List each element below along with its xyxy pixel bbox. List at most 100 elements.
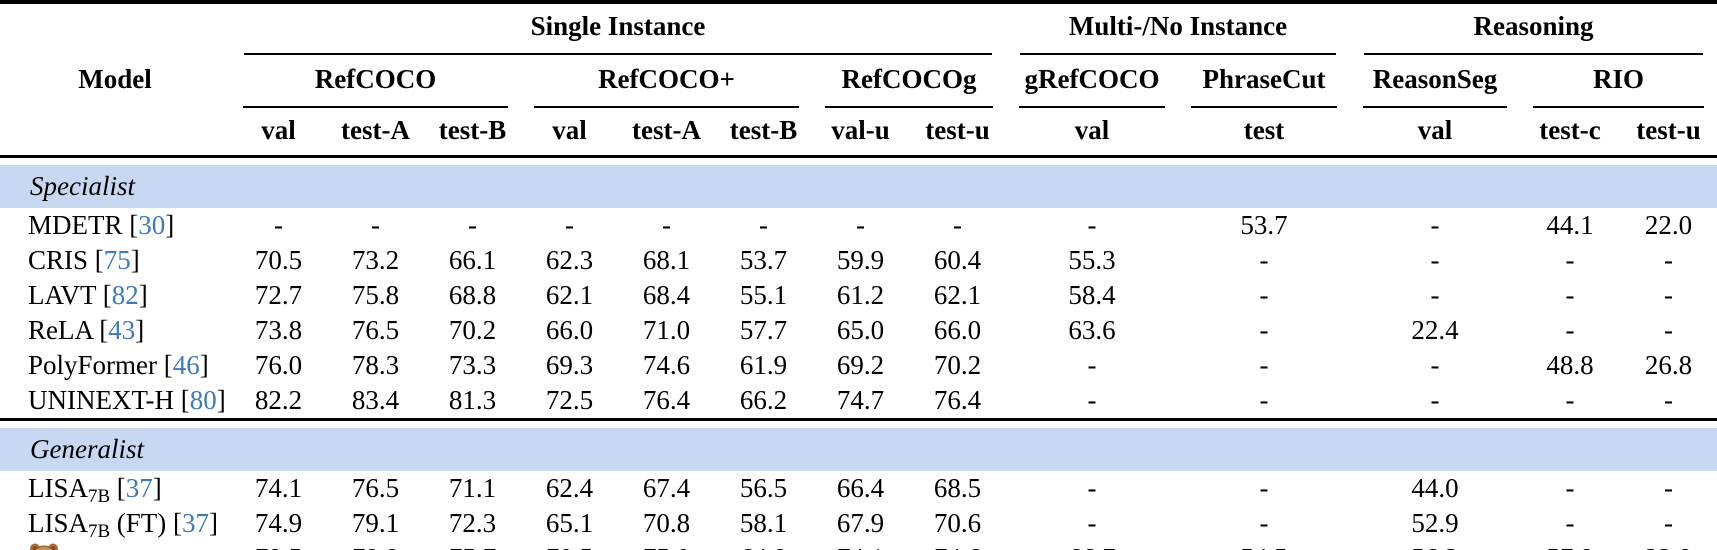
- score-cell: -: [1087, 350, 1097, 380]
- score-cell: 75.8: [351, 280, 400, 310]
- score-cell: 70.2: [933, 350, 982, 380]
- score-cell: 55.3: [1068, 245, 1116, 275]
- score-cell: -: [1520, 383, 1621, 421]
- table-row: PolyFormer [46] 76.0 78.3 73.3 69.3 74.6 61.9 6…: [0, 348, 1717, 383]
- score-cell: 82.2: [230, 383, 327, 421]
- score-cell: -: [1664, 280, 1674, 310]
- score-cell: 33.9: [1620, 541, 1717, 550]
- split-header: val-u: [812, 108, 909, 158]
- score-cell: 66.4: [836, 473, 885, 503]
- score-cell: -: [1620, 383, 1717, 421]
- group-header-single-instance: Single Instance: [230, 4, 1006, 55]
- model-name: MDETR: [28, 210, 123, 240]
- score-cell: 66.0: [545, 315, 594, 345]
- score-cell: -: [1565, 508, 1575, 538]
- citation-link[interactable]: 37: [125, 473, 153, 503]
- model-name: LISA: [28, 508, 88, 538]
- score-cell: 72.7: [254, 280, 303, 310]
- group-header-multi-no-instance: Multi-/No Instance: [1006, 4, 1350, 55]
- model-name: LAVT: [28, 280, 97, 310]
- model-name-cell: UNINEXT-H [80]: [0, 383, 230, 421]
- model-name-cell: PolyFormer [46]: [28, 350, 209, 380]
- score-cell: 62.1: [545, 280, 594, 310]
- citation-link[interactable]: 46: [172, 350, 200, 380]
- groundhog-emoji: [28, 542, 60, 550]
- dataset-header-refcoco-plus: RefCOCO+: [521, 55, 812, 108]
- citation-link[interactable]: 80: [189, 385, 217, 415]
- score-cell: 68.1: [642, 245, 691, 275]
- score-cell: 74.1: [254, 473, 303, 503]
- score-cell: -: [1178, 383, 1351, 421]
- score-cell: 78.5: [230, 541, 327, 550]
- section-band-label: Generalist: [0, 421, 1717, 471]
- score-cell: 81.3: [424, 383, 521, 421]
- model-size-subscript: 7B: [88, 486, 111, 507]
- score-cell: 44.0: [1411, 473, 1459, 503]
- score-cell: 58.4: [1068, 280, 1116, 310]
- split-header: test-u: [1620, 108, 1717, 158]
- model-size-subscript: 7B: [88, 521, 111, 542]
- score-cell: 76.5: [351, 473, 400, 503]
- model-column-header: Model: [0, 4, 230, 158]
- dataset-header-phrasecut: PhraseCut: [1178, 55, 1350, 108]
- score-cell: 83.4: [327, 383, 424, 421]
- split-header: test-A: [618, 108, 715, 158]
- score-cell: -: [1664, 245, 1674, 275]
- citation-link[interactable]: 37: [182, 508, 210, 538]
- score-cell: 67.9: [836, 508, 885, 538]
- citation-link[interactable]: 75: [103, 245, 131, 275]
- score-cell: 73.3: [448, 350, 497, 380]
- citation-link[interactable]: 43: [108, 315, 136, 345]
- score-cell: -: [1430, 280, 1440, 310]
- score-cell: -: [1006, 383, 1179, 421]
- split-header-row: val test-A test-B val test-A test-B val-u test-…: [0, 108, 1717, 158]
- score-cell: 62.1: [933, 280, 982, 310]
- score-cell: 58.1: [739, 508, 788, 538]
- citation-link[interactable]: 82: [111, 280, 139, 310]
- score-cell: 68.5: [933, 473, 982, 503]
- model-name-cell: LAVT [82]: [28, 280, 148, 310]
- score-cell: 57.7: [739, 315, 788, 345]
- score-cell: 74.6: [909, 541, 1006, 550]
- split-header: test-c: [1520, 108, 1621, 158]
- score-cell: 61.9: [739, 350, 788, 380]
- score-cell: -: [1430, 350, 1440, 380]
- citation-link[interactable]: 30: [138, 210, 166, 240]
- score-cell: 76.5: [351, 315, 400, 345]
- model-name-cell: LISA7B (FT) [37]: [28, 508, 219, 542]
- score-cell: -: [1259, 508, 1269, 538]
- model-name-cell: ReLA [43]: [28, 315, 145, 345]
- score-cell: 73.8: [254, 315, 303, 345]
- table-row: 7B78.579.975.770.575.064.974.174.666.754…: [0, 541, 1717, 550]
- score-cell: 71.0: [642, 315, 691, 345]
- score-cell: 74.1: [812, 541, 909, 550]
- score-cell: 74.9: [254, 508, 303, 538]
- score-cell: -: [1664, 315, 1674, 345]
- model-name: CRIS: [28, 245, 89, 275]
- score-cell: 26.8: [1644, 350, 1693, 380]
- score-cell: -: [1664, 473, 1674, 503]
- model-name-cell: 7B: [0, 541, 230, 550]
- score-cell: -: [856, 210, 865, 240]
- score-cell: 54.5: [1178, 541, 1350, 550]
- split-header: val: [1350, 108, 1521, 158]
- score-cell: -: [662, 210, 671, 240]
- score-cell: 63.6: [1068, 315, 1116, 345]
- score-cell: 66.2: [715, 383, 812, 421]
- split-header: test-u: [909, 108, 1007, 158]
- split-header: val: [1006, 108, 1179, 158]
- score-cell: 68.8: [448, 280, 497, 310]
- score-cell: -: [1664, 508, 1674, 538]
- model-name: ReLA: [28, 315, 93, 345]
- score-cell: 44.1: [1546, 210, 1594, 240]
- score-cell: 53.7: [1240, 210, 1288, 240]
- score-cell: 74.6: [642, 350, 691, 380]
- score-cell: 60.4: [933, 245, 982, 275]
- table-row: ReLA [43] 73.8 76.5 70.2 66.0 71.0 57.7 65.0 66.…: [0, 313, 1717, 348]
- score-cell: 69.2: [836, 350, 885, 380]
- score-cell: 70.8: [642, 508, 691, 538]
- table-row: UNINEXT-H [80] 82.2 83.4 81.3 72.5 76.4 66.2 74…: [0, 383, 1717, 421]
- score-cell: -: [1259, 473, 1269, 503]
- score-cell: -: [1259, 280, 1269, 310]
